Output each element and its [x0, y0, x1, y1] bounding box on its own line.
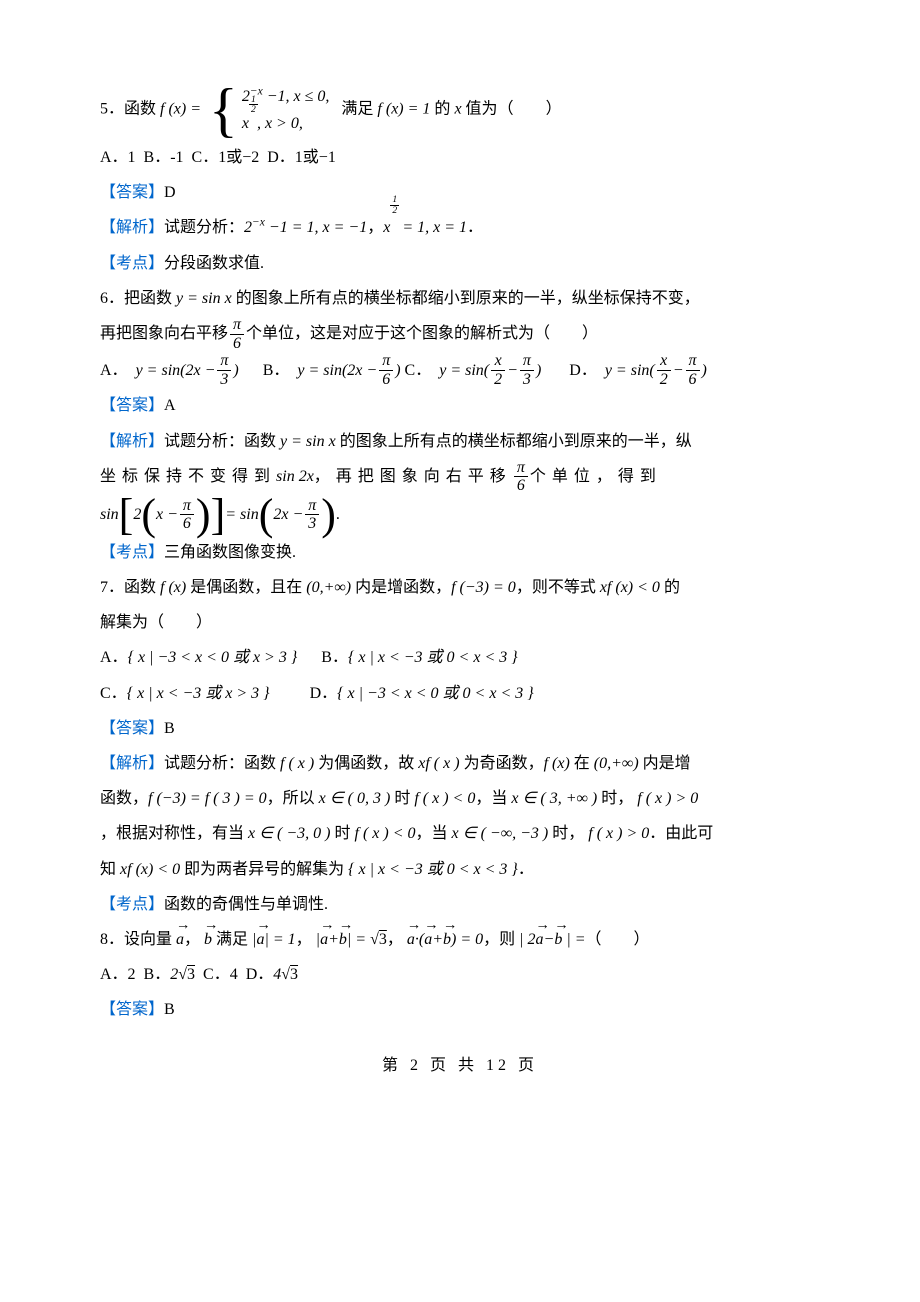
- q7-analysis3: ，根据对称性，有当 x ∈ ( −3, 0 ) 时 f ( x ) < 0，当 …: [100, 816, 820, 851]
- q6-answer: 【答案】A: [100, 388, 820, 423]
- q8-answer: 【答案】B: [100, 992, 820, 1027]
- q5-options: A．1 B．-1 C．1或−2 D．1或−1: [100, 140, 820, 175]
- point-label: 【考点】: [100, 896, 164, 913]
- page-footer: 第 2 页 共 12 页: [100, 1028, 820, 1083]
- q6-point-text: 三角函数图像变换.: [164, 544, 296, 561]
- q5-piecewise: { 2−x −1, x ≤ 0, x12 , x > 0,: [209, 80, 329, 140]
- q6-stem2: 再把图象向右平移π6个单位，这是对应于这个图象的解析式为（ ）: [100, 316, 598, 352]
- q6-options-ab: A． y = sin(2x −π3) B． y = sin(2x −π6): [100, 352, 401, 388]
- q8-stem: 8．设向量 →a， →b 满足 |→a| = 1， |→a+→b| = √3， …: [100, 922, 820, 957]
- q5-point-text: 分段函数求值.: [164, 255, 264, 272]
- q6-stem1: 6．把函数 y = sin x 的图象上所有点的横坐标都缩小到原来的一半，纵坐标…: [100, 281, 820, 316]
- q5-stem: 5．函数 f (x) = { 2−x −1, x ≤ 0, x12 , x > …: [100, 80, 820, 140]
- q6-analysis2: 坐标保持不变得到 sin 2x ，再把图象向右平移 π6个单位，得到: [100, 459, 662, 495]
- point-label: 【考点】: [100, 255, 164, 272]
- analysis-label: 【解析】: [100, 219, 164, 236]
- q5-prefix: 5．函数: [100, 101, 156, 118]
- analysis-label: 【解析】: [100, 433, 164, 450]
- q7-analysis1: 【解析】试题分析：函数 f ( x ) 为偶函数，故 xf ( x ) 为奇函数…: [100, 746, 820, 781]
- q7-options-ab: A．{ x | −3 < x < 0 或 x > 3 } B．{ x | x <…: [100, 640, 820, 675]
- answer-label: 【答案】: [100, 720, 164, 737]
- brace-icon: {: [209, 80, 238, 140]
- q5-suffix: 满足 f (x) = 1 的 x 值为（ ）: [333, 101, 561, 118]
- q5-answer-val: D: [164, 184, 176, 201]
- q7-analysis4: 知 xf (x) < 0 即为两者异号的解集为 { x | x < −3 或 0…: [100, 852, 820, 887]
- q6-options-cd: C． y = sin(x2−π3) D． y = sin(x2−π6): [405, 352, 707, 388]
- q7-answer-val: B: [164, 720, 175, 737]
- q7-point-text: 函数的奇偶性与单调性.: [164, 896, 328, 913]
- q7-answer: 【答案】B: [100, 711, 820, 746]
- answer-label: 【答案】: [100, 184, 164, 201]
- q7-stem2: 解集为（ ）: [100, 605, 820, 640]
- answer-label: 【答案】: [100, 1001, 164, 1018]
- q8-answer-val: B: [164, 1001, 175, 1018]
- q5-point: 【考点】分段函数求值.: [100, 246, 820, 281]
- q6-analysis3: sin [ 2 ( x −π6 ) ] = sin ( 2x −π3 ) .: [100, 495, 340, 535]
- q6-point: 【考点】三角函数图像变换.: [100, 535, 820, 570]
- q6-analysis1: 【解析】试题分析：函数 y = sin x 的图象上所有点的横坐标都缩小到原来的…: [100, 424, 820, 459]
- analysis-label: 【解析】: [100, 755, 164, 772]
- point-label: 【考点】: [100, 544, 164, 561]
- q5-analysis: 【解析】试题分析：2−x −1 = 1, x = −1，x12 = 1, x =…: [100, 210, 820, 245]
- answer-label: 【答案】: [100, 397, 164, 414]
- q7-stem1: 7．函数 f (x) 是偶函数，且在 (0,+∞) 内是增函数，f (−3) =…: [100, 570, 820, 605]
- q8-options: A．2 B．2√3 C．4 D．4√3: [100, 957, 820, 992]
- q5-answer: 【答案】D: [100, 175, 820, 210]
- page-content: 5．函数 f (x) = { 2−x −1, x ≤ 0, x12 , x > …: [0, 0, 920, 1123]
- q5-fx: f (x) =: [160, 101, 201, 118]
- q7-options-cd: C．{ x | x < −3 或 x > 3 } D．{ x | −3 < x …: [100, 676, 820, 711]
- q7-analysis2: 函数，f (−3) = f ( 3 ) = 0，所以 x ∈ ( 0, 3 ) …: [100, 781, 820, 816]
- q6-answer-val: A: [164, 397, 176, 414]
